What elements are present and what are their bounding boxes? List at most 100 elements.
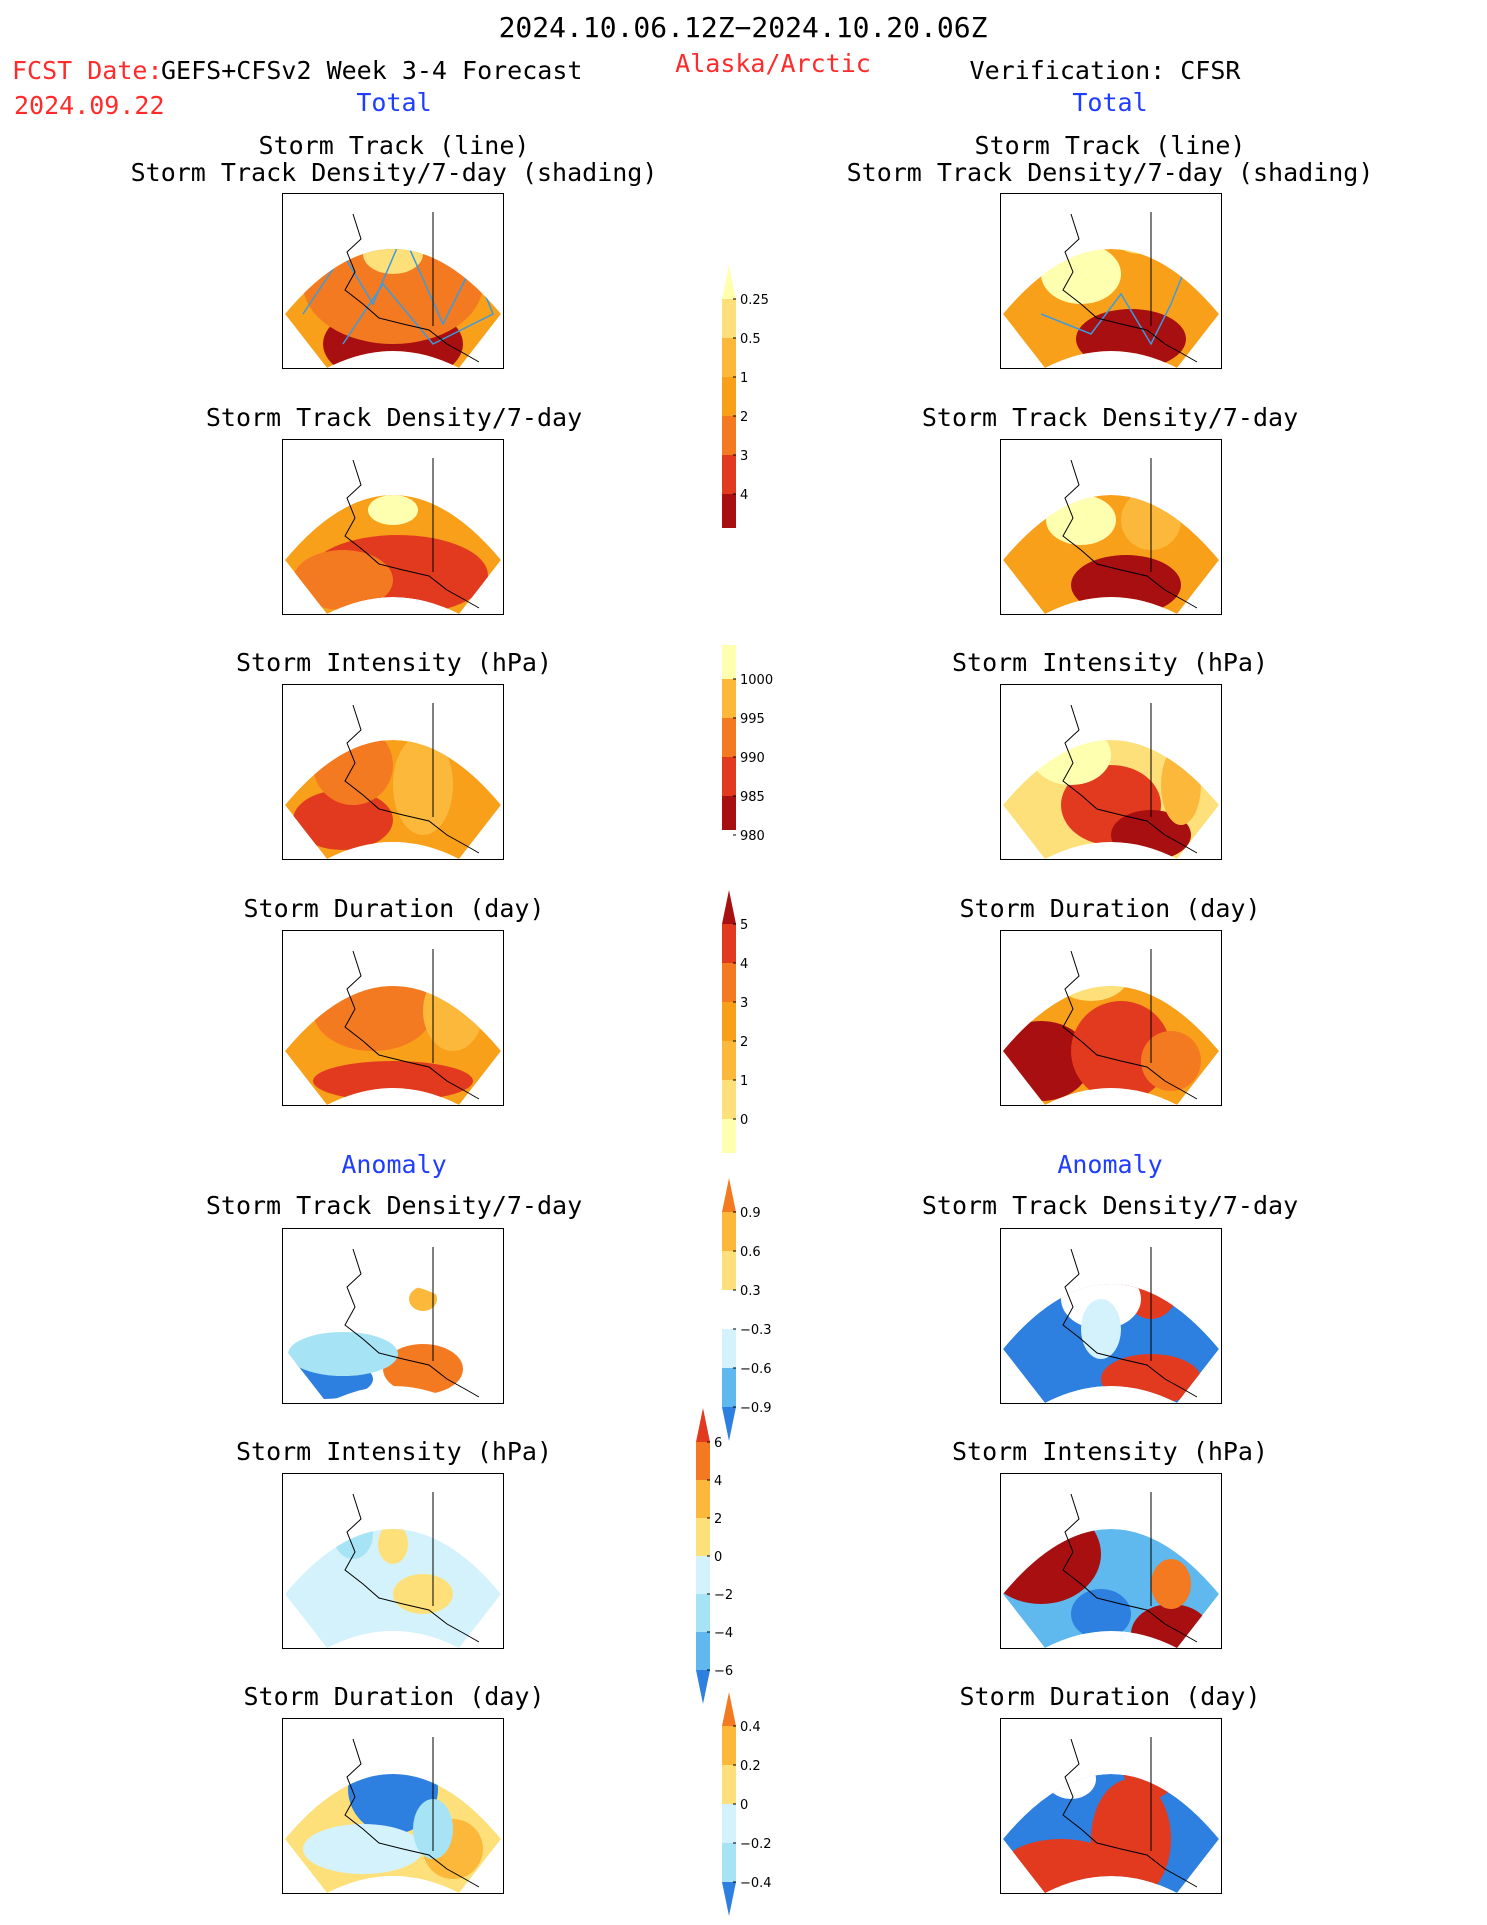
colorbar-tick-label: 1	[740, 371, 748, 386]
fcst-label: FCST Date:	[12, 56, 163, 85]
shading-region	[313, 1061, 473, 1101]
shading-region	[423, 986, 483, 1051]
colorbar-tick-label: −0.3	[740, 1323, 772, 1338]
map-fcst-density	[282, 439, 504, 615]
left-total-label: Total	[356, 88, 432, 117]
shading-region	[393, 740, 453, 835]
colorbar-swatch	[722, 796, 736, 830]
right-total-label: Total	[1072, 88, 1148, 117]
shading-region	[1071, 555, 1181, 614]
colorbar-duration-anom: 0.4 0.2 0 −0.2 −0.4	[722, 1692, 792, 1920]
shading-region	[1161, 745, 1201, 825]
colorbar-swatch	[722, 1765, 736, 1804]
colorbar-tick-label: −2	[714, 1588, 733, 1603]
shading-region	[1151, 1559, 1191, 1609]
map-verif-density	[1000, 439, 1222, 615]
colorbar-tick-label: −6	[714, 1664, 733, 1679]
colorbar-tick-label: 0.25	[740, 293, 769, 308]
map-verif-density-anom	[1000, 1228, 1222, 1404]
colorbar-tick-label: −0.6	[740, 1362, 772, 1377]
left-title-density-anom: Storm Track Density/7-day	[205, 1191, 583, 1220]
colorbar-tick-label: 6	[714, 1436, 722, 1451]
colorbar-svg: 0.25 0.5 1 2 3 4	[722, 265, 769, 528]
colorbar-swatch	[722, 1212, 736, 1251]
shading-region	[313, 986, 433, 1051]
shading-region	[333, 1529, 373, 1559]
colorbar-tick-label: 4	[740, 488, 748, 503]
colorbar-swatch	[696, 1670, 710, 1704]
colorbar-swatch	[722, 890, 736, 924]
shading-region	[303, 1824, 423, 1874]
colorbar-density-anom: 0.9 0.6 0.3 −0.3 −0.6 −0.9	[722, 1178, 792, 1445]
map-verif-intensity-anom	[1000, 1473, 1222, 1649]
colorbar-swatch	[722, 1002, 736, 1041]
coastline	[344, 704, 480, 854]
colorbar-tick-label: 0.4	[740, 1720, 761, 1735]
verification-label: Verification: CFSR	[969, 56, 1241, 85]
shading-region	[348, 1774, 438, 1834]
shading-region	[1101, 1354, 1201, 1403]
left-title-intensity: Storm Intensity (hPa)	[235, 648, 553, 677]
coastline	[1062, 704, 1198, 854]
colorbar-svg: 6 4 2 0 −2 −4 −6	[696, 1408, 733, 1704]
colorbar-swatch	[722, 416, 736, 455]
colorbar-swatch	[722, 494, 736, 528]
coastline	[1062, 213, 1198, 363]
colorbar-tick-label: 0.3	[740, 1284, 761, 1299]
colorbar-swatch	[696, 1594, 710, 1632]
colorbar-svg: 5 4 3 2 1 0	[722, 890, 748, 1153]
colorbar-intensity-anom: 6 4 2 0 −2 −4 −6	[696, 1408, 766, 1708]
shading-region	[293, 790, 393, 850]
colorbar-tick-label: −0.4	[740, 1876, 772, 1891]
colorbar-tick-label: 985	[740, 790, 765, 805]
coastline	[344, 950, 480, 1100]
colorbar-svg: 0.4 0.2 0 −0.2 −0.4	[722, 1692, 772, 1916]
colorbar-tick-label: 2	[740, 410, 748, 425]
coastline	[344, 213, 480, 363]
colorbar-tick-label: 995	[740, 712, 765, 727]
colorbar-swatch	[722, 299, 736, 338]
colorbar-tick-label: 0.9	[740, 1206, 761, 1221]
right-title-duration: Storm Duration (day)	[959, 894, 1261, 923]
colorbar-intensity: 1000 995 990 985 980	[722, 645, 792, 844]
colorbar-tick-label: 0.2	[740, 1759, 761, 1774]
colorbar-swatch	[722, 1119, 736, 1153]
colorbar-swatch	[722, 963, 736, 1002]
colorbar-tick-label: 5	[740, 918, 748, 933]
shading-region	[1046, 495, 1116, 545]
coastline	[1062, 459, 1198, 609]
colorbar-swatch	[722, 924, 736, 963]
colorbar-swatch	[722, 1726, 736, 1765]
colorbar-tick-label: 0.6	[740, 1245, 761, 1260]
colorbar-tick-label: 0.5	[740, 332, 761, 347]
colorbar-tick-label: 1000	[740, 673, 773, 688]
colorbar-swatch	[722, 455, 736, 494]
coastline	[344, 1493, 480, 1643]
right-title-duration-anom: Storm Duration (day)	[959, 1682, 1261, 1711]
period-title: 2024.10.06.12Z−2024.10.20.06Z	[498, 11, 988, 44]
shading-region	[1161, 495, 1201, 500]
colorbar-swatch	[696, 1480, 710, 1518]
shading-region	[1111, 249, 1171, 254]
coastline	[344, 1738, 480, 1888]
shading-region	[1041, 249, 1121, 304]
left-title-intensity-anom: Storm Intensity (hPa)	[235, 1437, 553, 1466]
colorbar-swatch	[722, 645, 736, 679]
right-title-intensity-anom: Storm Intensity (hPa)	[951, 1437, 1269, 1466]
colorbar-tick-label: 0	[740, 1798, 748, 1813]
map-fcst-track	[282, 193, 504, 369]
right-title-density-anom: Storm Track Density/7-day	[921, 1191, 1299, 1220]
shading-region	[368, 495, 418, 525]
colorbar-swatch	[722, 1290, 736, 1329]
colorbar-swatch	[722, 338, 736, 377]
colorbar-swatch	[722, 718, 736, 757]
shading-region	[1076, 309, 1186, 368]
right-title-intensity: Storm Intensity (hPa)	[951, 648, 1269, 677]
fcst-date: 2024.09.22	[14, 91, 165, 120]
colorbar-swatch	[722, 1329, 736, 1368]
colorbar-swatch	[722, 377, 736, 416]
colorbar-tick-label: 4	[740, 957, 748, 972]
right-title-track: Storm Track (line) Storm Track Density/7…	[846, 131, 1374, 187]
colorbar-tick-label: 0	[714, 1550, 722, 1565]
storm-track-line	[302, 249, 494, 345]
